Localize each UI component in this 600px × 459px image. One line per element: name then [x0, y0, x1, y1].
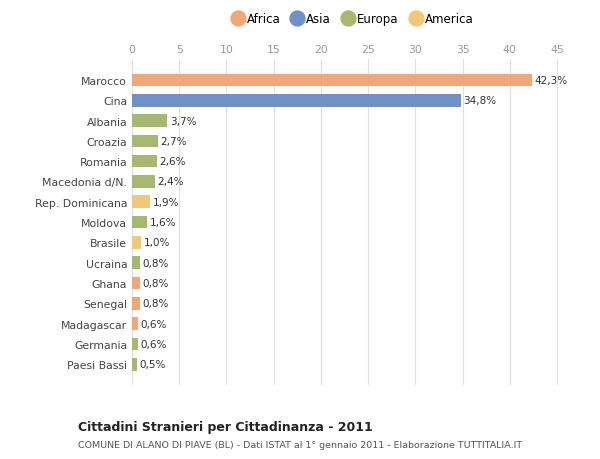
Text: 2,6%: 2,6%: [160, 157, 186, 167]
Text: 1,9%: 1,9%: [153, 197, 179, 207]
Bar: [132, 236, 142, 249]
Bar: [132, 115, 167, 128]
Bar: [132, 176, 155, 188]
Bar: [132, 95, 461, 107]
Text: 0,8%: 0,8%: [142, 279, 169, 288]
Text: COMUNE DI ALANO DI PIAVE (BL) - Dati ISTAT al 1° gennaio 2011 - Elaborazione TUT: COMUNE DI ALANO DI PIAVE (BL) - Dati IST…: [78, 440, 522, 449]
Bar: [132, 196, 150, 209]
Text: 2,7%: 2,7%: [160, 137, 187, 146]
Text: 0,5%: 0,5%: [140, 359, 166, 369]
Bar: [132, 358, 137, 371]
Text: 0,8%: 0,8%: [142, 299, 169, 308]
Bar: [132, 216, 147, 229]
Text: 0,6%: 0,6%: [140, 319, 167, 329]
Text: 1,6%: 1,6%: [150, 218, 176, 228]
Bar: [132, 277, 140, 290]
Text: 0,6%: 0,6%: [140, 339, 167, 349]
Bar: [132, 135, 158, 148]
Text: 2,4%: 2,4%: [158, 177, 184, 187]
Bar: [132, 74, 532, 87]
Legend: Africa, Asia, Europa, America: Africa, Asia, Europa, America: [235, 13, 473, 26]
Text: 0,8%: 0,8%: [142, 258, 169, 268]
Bar: [132, 318, 137, 330]
Text: Cittadini Stranieri per Cittadinanza - 2011: Cittadini Stranieri per Cittadinanza - 2…: [78, 420, 373, 433]
Text: 34,8%: 34,8%: [464, 96, 497, 106]
Bar: [132, 257, 140, 269]
Bar: [132, 156, 157, 168]
Bar: [132, 338, 137, 351]
Bar: [132, 297, 140, 310]
Text: 42,3%: 42,3%: [535, 76, 568, 86]
Text: 3,7%: 3,7%: [170, 116, 196, 126]
Text: 1,0%: 1,0%: [144, 238, 170, 248]
